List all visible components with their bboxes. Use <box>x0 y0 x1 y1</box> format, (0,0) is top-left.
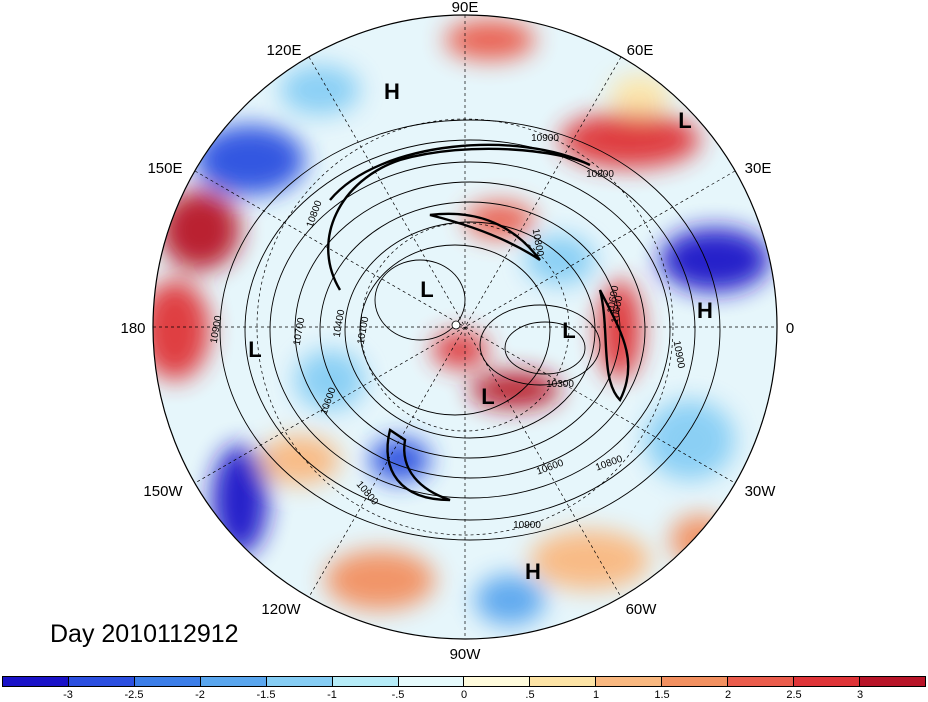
colorbar-tick-label: 3 <box>856 689 864 701</box>
colorbar-tick-label: 2 <box>724 689 732 701</box>
colorbar-bin <box>464 677 531 686</box>
colorbar-tick-label: -2 <box>195 689 205 701</box>
lon-label-90w: 90W <box>450 646 482 663</box>
contour-label: 10900 <box>531 133 559 144</box>
colorbar-bin <box>530 677 597 686</box>
colorbar-tick-labels: -3 -2.5 -2 -1.5 -1 -.5 0 .5 1 1.5 2 2.5 … <box>0 689 928 702</box>
colorbar-bin <box>332 677 399 686</box>
lon-label-30e: 30E <box>745 160 772 177</box>
graticule <box>153 15 777 639</box>
lon-label-60e: 60E <box>627 42 654 59</box>
colorbar-bin <box>794 677 860 686</box>
lon-label-180: 180 <box>120 320 145 337</box>
lon-label-120e: 120E <box>266 42 301 59</box>
longitude-labels: 90E 60E 30E 0 30W 60W 90W 120W 150W 180 … <box>120 0 794 663</box>
contour-label: 10400 <box>332 308 348 338</box>
colorbar-bin <box>134 677 201 686</box>
colorbar-bin <box>859 677 925 686</box>
low-center-label: L <box>481 384 494 409</box>
high-center-label: H <box>697 298 713 323</box>
colorbar-bin <box>596 677 663 686</box>
low-center-label: L <box>420 277 433 302</box>
colorbar-bin <box>398 677 465 686</box>
colorbar-tick-label: 1.5 <box>654 689 670 701</box>
lon-label-150w: 150W <box>143 483 183 500</box>
contour-label: 10300 <box>546 379 574 390</box>
colorbar-tick-label: -.5 <box>391 689 405 701</box>
colorbar-tick-label: -2.5 <box>124 689 144 701</box>
colorbar-bin <box>662 677 729 686</box>
colorbar <box>2 676 926 687</box>
colorbar-bin <box>68 677 135 686</box>
lon-label-90e: 90E <box>452 0 479 16</box>
lon-label-120w: 120W <box>261 601 301 618</box>
lon-label-60w: 60W <box>626 601 658 618</box>
colorbar-bin <box>728 677 795 686</box>
low-center-label: L <box>562 318 575 343</box>
contour-label: 10900 <box>209 314 225 344</box>
low-center-label: L <box>678 108 691 133</box>
lon-label-30w: 30W <box>745 483 777 500</box>
contour-label: 10800 <box>530 228 546 258</box>
colorbar-bin <box>266 677 333 686</box>
colorbar-tick-label: -1.5 <box>256 689 276 701</box>
contour-label: 10700 <box>292 316 308 346</box>
colorbar-tick-label: 2.5 <box>786 689 802 701</box>
colorbar-tick-label: .5 <box>525 689 535 701</box>
colorbar-tick-label: -3 <box>63 689 73 701</box>
map-boundary <box>152 14 778 640</box>
high-center-label: H <box>384 79 400 104</box>
contour-label: 10100 <box>356 315 372 345</box>
contour-label: 10600 <box>606 284 622 314</box>
colorbar-bin <box>3 677 69 686</box>
colorbar-tick-label: 0 <box>460 689 468 701</box>
north-pole-marker <box>451 320 461 330</box>
colorbar-bin <box>200 677 267 686</box>
contour-label: 10900 <box>671 340 687 370</box>
contour-label: 10900 <box>513 520 541 531</box>
lon-label-150e: 150E <box>147 160 182 177</box>
low-center-label: L <box>248 337 261 362</box>
colorbar-tick-label: 1 <box>592 689 600 701</box>
lon-label-0: 0 <box>786 320 794 337</box>
high-center-label: H <box>525 559 541 584</box>
contour-label: 10800 <box>586 169 614 180</box>
contour-label: 10600 <box>610 294 626 324</box>
colorbar-tick-label: -1 <box>327 689 337 701</box>
day-label: Day 2010112912 <box>50 620 239 648</box>
pressure-centers: H L H L L L L H <box>248 79 713 584</box>
